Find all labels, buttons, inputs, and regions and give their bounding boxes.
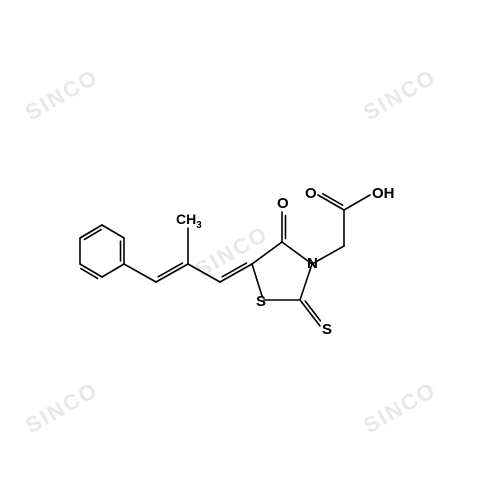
atom-label: O	[277, 196, 289, 211]
atom-label: S	[322, 322, 332, 337]
molecule-svg	[0, 0, 500, 500]
figure-canvas: SINCO SINCO SINCO SINCO SINCO CH3ONSSOOH	[0, 0, 500, 500]
atom-label: N	[307, 256, 318, 271]
atom-label: O	[305, 186, 317, 201]
atom-label: S	[256, 294, 266, 309]
atom-label: CH3	[176, 212, 202, 231]
atom-label: OH	[372, 186, 395, 201]
